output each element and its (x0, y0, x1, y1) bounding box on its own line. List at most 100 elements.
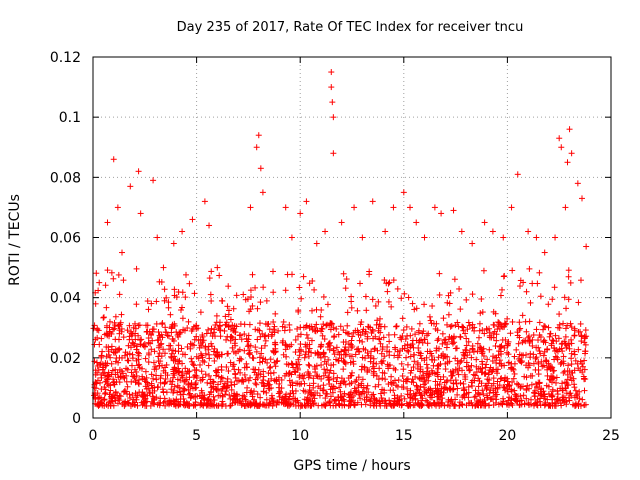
data-point (237, 321, 244, 328)
data-point (375, 298, 382, 305)
data-point (108, 360, 115, 367)
data-point (535, 371, 542, 378)
data-point (235, 348, 242, 355)
data-point (286, 369, 293, 376)
data-point (501, 344, 508, 351)
data-point (176, 330, 183, 337)
data-point (387, 400, 394, 407)
data-point (301, 380, 308, 387)
data-point (490, 375, 497, 382)
data-point (526, 265, 533, 272)
data-point (145, 351, 152, 358)
data-point (240, 291, 247, 298)
data-point (324, 301, 331, 308)
data-point (525, 364, 532, 371)
data-point (478, 296, 485, 303)
data-point (330, 375, 337, 382)
data-point (355, 381, 362, 388)
data-point (442, 366, 449, 373)
data-point (196, 361, 203, 368)
data-point (185, 386, 192, 393)
data-point (428, 394, 435, 401)
data-point (408, 325, 415, 332)
data-point (353, 388, 360, 395)
data-point (347, 397, 354, 404)
data-point (112, 397, 119, 404)
data-point (490, 389, 497, 396)
data-point (399, 345, 406, 352)
data-point (393, 323, 400, 330)
data-point (376, 398, 383, 405)
data-point (173, 398, 180, 405)
data-point (162, 398, 169, 405)
data-point (211, 345, 218, 352)
data-point (362, 328, 369, 335)
data-point (251, 388, 258, 395)
data-point (218, 351, 225, 358)
data-point (481, 370, 488, 377)
data-point (554, 388, 561, 395)
data-point (562, 204, 569, 211)
data-point (504, 375, 511, 382)
data-point (211, 396, 218, 403)
data-point (393, 382, 400, 389)
data-point (492, 343, 499, 350)
data-point (321, 336, 328, 343)
data-point (552, 332, 559, 339)
data-point (297, 324, 304, 331)
data-point (568, 377, 575, 384)
data-point (424, 348, 431, 355)
data-point (400, 384, 407, 391)
y-axis-label: ROTI / TECUs (7, 194, 23, 286)
data-point (276, 388, 283, 395)
data-point (404, 332, 411, 339)
data-point (313, 240, 320, 247)
data-point (212, 351, 219, 358)
data-point (505, 351, 512, 358)
data-point (100, 314, 107, 321)
data-point (367, 354, 374, 361)
data-point (419, 402, 426, 409)
data-point (288, 341, 295, 348)
data-point (145, 359, 152, 366)
data-point (439, 330, 446, 337)
data-point (494, 366, 501, 373)
data-point (118, 354, 125, 361)
data-point (563, 305, 570, 312)
data-point (99, 348, 106, 355)
data-point (244, 296, 251, 303)
data-point (511, 353, 518, 360)
data-point (252, 284, 259, 291)
data-point (337, 380, 344, 387)
data-point (365, 323, 372, 330)
data-point (129, 339, 136, 346)
data-point (309, 307, 316, 314)
data-point (156, 342, 163, 349)
data-point (359, 234, 366, 241)
data-point (161, 297, 168, 304)
data-point (224, 375, 231, 382)
data-point (123, 365, 130, 372)
data-point (208, 384, 215, 391)
data-point (410, 344, 417, 351)
data-point (260, 377, 267, 384)
data-point (154, 401, 161, 408)
data-point (339, 402, 346, 409)
data-point (125, 342, 132, 349)
x-tick-label: 20 (498, 428, 516, 444)
data-point (119, 249, 126, 256)
data-point (370, 391, 377, 398)
data-point (536, 319, 543, 326)
data-point (297, 402, 304, 409)
data-point (168, 354, 175, 361)
y-tick-label: 0.08 (50, 170, 81, 186)
data-point (417, 363, 424, 370)
data-point (566, 397, 573, 404)
data-point (266, 364, 273, 371)
data-point (145, 339, 152, 346)
data-point (469, 240, 476, 247)
data-point (431, 399, 438, 406)
data-point (193, 374, 200, 381)
data-point (373, 360, 380, 367)
data-point (390, 387, 397, 394)
